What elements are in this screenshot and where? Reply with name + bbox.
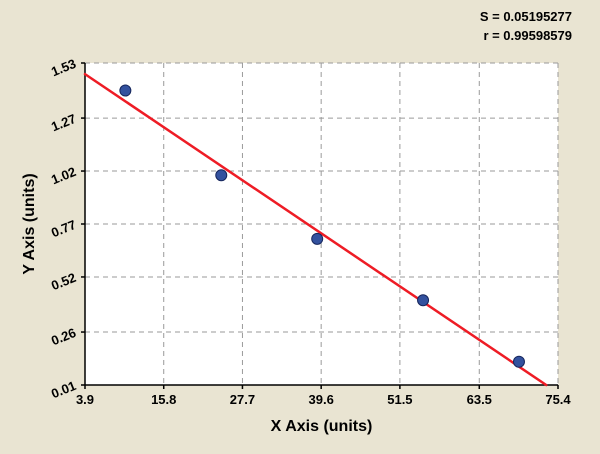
x-tick-label: 27.7 <box>230 392 255 407</box>
y-tick-label: 0.01 <box>49 378 78 401</box>
stat-s: S = 0.05195277 <box>479 9 572 24</box>
x-tick-label: 15.8 <box>151 392 176 407</box>
data-point <box>119 84 132 97</box>
data-point <box>311 232 324 245</box>
y-tick-label: 0.52 <box>49 270 78 293</box>
y-tick-label: 1.02 <box>49 164 78 187</box>
x-tick-label: 63.5 <box>467 392 492 407</box>
y-tick-label: 1.27 <box>49 111 78 134</box>
regression-line <box>83 72 548 387</box>
y-tick-label: 1.53 <box>49 56 78 79</box>
x-tick-label: 75.4 <box>545 392 571 407</box>
fit-statistics: S = 0.05195277 r = 0.99598579 <box>480 8 572 46</box>
x-tick-label: 3.9 <box>76 392 94 407</box>
x-axis-title: X Axis (units) <box>270 418 373 435</box>
stat-r: r = 0.99598579 <box>483 27 572 43</box>
x-tick-label: 51.5 <box>387 392 412 407</box>
y-tick-label: 0.77 <box>49 217 78 240</box>
data-point <box>512 355 525 368</box>
y-axis-title: Y Axis (units) <box>21 173 38 275</box>
x-tick-label: 39.6 <box>309 392 334 407</box>
y-tick-label: 0.26 <box>49 325 78 348</box>
data-point <box>215 169 228 182</box>
data-point <box>417 294 430 307</box>
